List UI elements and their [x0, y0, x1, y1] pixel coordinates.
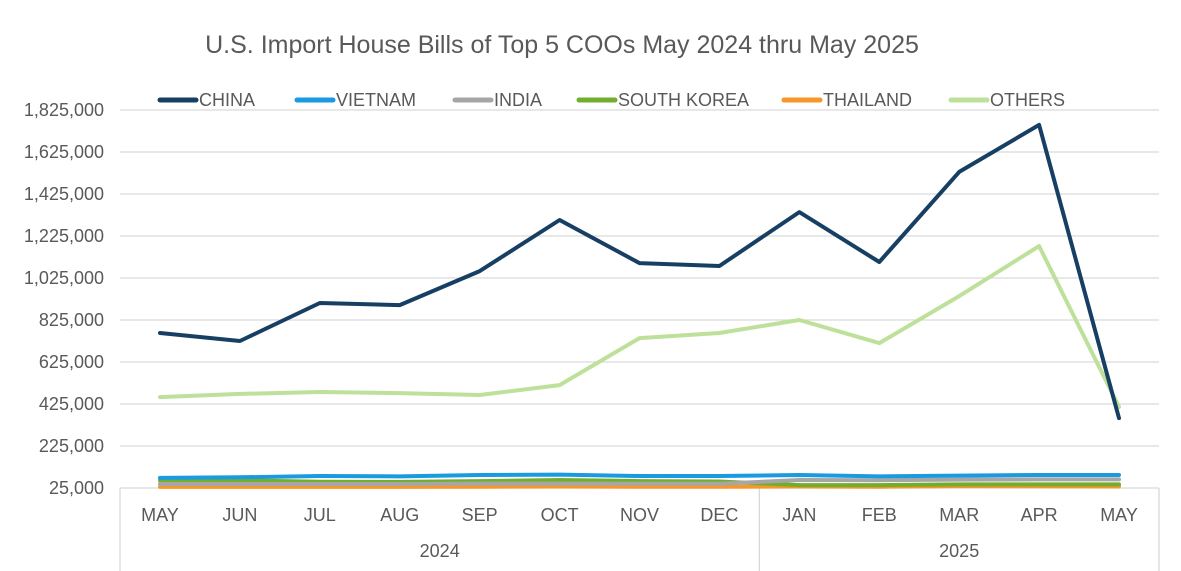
x-tick-label: APR [1021, 505, 1058, 525]
legend-label: THAILAND [823, 90, 912, 110]
series-line-china [158, 122, 1121, 421]
y-tick-label: 1,425,000 [24, 184, 104, 204]
x-tick-label: SEP [462, 505, 498, 525]
chart-title: U.S. Import House Bills of Top 5 COOs Ma… [205, 31, 919, 59]
y-tick-label: 1,825,000 [24, 100, 104, 120]
x-tick-label: MAY [1100, 505, 1138, 525]
y-tick-label: 1,625,000 [24, 142, 104, 162]
y-tick-label: 825,000 [39, 310, 104, 330]
y-axis: 25,000 225,000 425,000 625,000 825,000 1,025,… [24, 100, 104, 498]
legend-item-others: OTHERS [948, 90, 1065, 110]
legend-label: SOUTH KOREA [618, 90, 749, 110]
legend-label: VIETNAM [336, 90, 416, 110]
gridlines [120, 109, 1159, 447]
year-group-label: 2024 [420, 541, 460, 561]
legend-label: OTHERS [990, 90, 1065, 110]
series-line-vietnam [158, 472, 1121, 480]
x-tick-label: MAY [141, 505, 179, 525]
series-line-south-korea [158, 478, 1121, 488]
y-tick-label: 1,025,000 [24, 268, 104, 288]
y-tick-label: 425,000 [39, 394, 104, 414]
y-tick-label: 625,000 [39, 352, 104, 372]
legend-item-india: INDIA [452, 90, 542, 110]
y-tick-label: 225,000 [39, 436, 104, 456]
x-tick-label: JUL [304, 505, 336, 525]
series-line-india [158, 477, 1121, 486]
legend-item-south-korea: SOUTH KOREA [576, 90, 749, 110]
legend-item-thailand: THAILAND [781, 90, 912, 110]
y-tick-label: 1,225,000 [24, 226, 104, 246]
x-tick-label: JUN [222, 505, 257, 525]
legend-label: INDIA [494, 90, 542, 110]
series-line-others [158, 244, 1121, 409]
legend-item-vietnam: VIETNAM [294, 90, 416, 110]
year-group-label: 2025 [939, 541, 979, 561]
x-axis: MAY JUN JUL AUG SEP OCT NOV DEC JAN FEB MAR APR MAY 2… [119, 487, 1160, 571]
x-tick-label: FEB [862, 505, 897, 525]
x-tick-label: NOV [620, 505, 659, 525]
x-tick-label: DEC [700, 505, 738, 525]
legend-label: CHINA [199, 90, 255, 110]
x-tick-label: AUG [380, 505, 419, 525]
legend: CHINA VIETNAM INDIA SOUTH KOREA THAILAND OTHE… [157, 90, 1065, 110]
legend-item-china: CHINA [157, 90, 255, 110]
x-tick-label: MAR [939, 505, 979, 525]
y-tick-label: 25,000 [49, 478, 104, 498]
x-tick-label: JAN [782, 505, 816, 525]
x-tick-label: OCT [541, 505, 579, 525]
series-lines [158, 122, 1121, 489]
